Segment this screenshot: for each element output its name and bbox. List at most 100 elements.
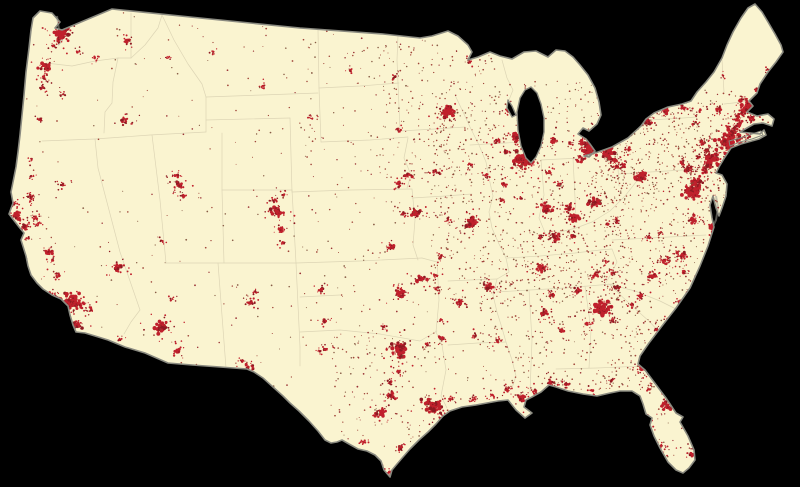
state-border-line	[421, 257, 438, 263]
urban-cluster-albany	[709, 103, 729, 117]
urban-cluster-bend	[59, 87, 67, 100]
urban-cluster-evansville	[537, 232, 546, 240]
urban-cluster-provo	[172, 191, 188, 201]
urban-cluster-raleigh	[668, 246, 689, 266]
urban-cluster-phoenix	[139, 313, 185, 342]
urban-cluster-fresno	[43, 246, 54, 257]
urban-cluster-austin	[379, 383, 399, 402]
urban-cluster-sioux-falls	[395, 124, 407, 133]
urban-cluster-madison	[485, 137, 505, 148]
urban-cluster-ogden	[171, 171, 183, 183]
urban-cluster-spokane	[123, 34, 133, 51]
long-island-coast	[728, 130, 764, 147]
urban-cluster-lubbock	[317, 317, 332, 328]
urban-cluster-binghamton	[691, 118, 700, 128]
state-border-line	[295, 262, 301, 348]
state-border-line	[291, 188, 413, 193]
state-border-line	[45, 57, 119, 67]
urban-cluster-amarillo	[313, 284, 329, 295]
urban-cluster-columbia-sc	[636, 291, 652, 301]
urban-cluster-midland	[320, 343, 335, 356]
urban-cluster-syracuse	[673, 99, 694, 119]
urban-cluster-columbus-ga	[583, 320, 595, 331]
state-border-line	[221, 189, 225, 264]
urban-cluster-bismarck	[345, 68, 353, 75]
urban-cluster-san-antonio	[369, 404, 392, 423]
urban-cluster-burlington-vt	[720, 70, 726, 80]
state-border-line	[528, 289, 533, 393]
urban-cluster-billings	[258, 78, 266, 90]
urban-cluster-yuma	[117, 335, 127, 342]
urban-cluster-tacoma	[46, 30, 65, 45]
urban-cluster-rapid-city	[306, 114, 319, 120]
urban-cluster-davenport	[481, 171, 491, 182]
urban-cluster-las-cruces	[237, 357, 246, 364]
state-border-line	[399, 126, 466, 132]
green-bay	[506, 99, 517, 118]
state-border-line	[289, 117, 293, 193]
urban-cluster-wichita	[379, 239, 396, 254]
urban-cluster-salem	[35, 70, 50, 82]
state-border-line	[94, 138, 141, 335]
urban-cluster-tallahassee	[606, 377, 616, 383]
state-border-line	[217, 262, 227, 369]
state-border-line	[151, 134, 167, 264]
urban-cluster-salinas	[24, 236, 33, 241]
urban-cluster-peoria	[500, 176, 508, 188]
urban-cluster-lafayette-la	[484, 389, 499, 403]
state-border-line	[611, 234, 707, 241]
urban-cluster-san-jose	[16, 211, 34, 236]
urban-cluster-jackson-ms	[489, 336, 508, 348]
state-border-line	[318, 82, 400, 89]
urban-cluster-visalia	[45, 255, 55, 266]
urban-cluster-montgomery	[557, 327, 566, 334]
urban-cluster-boise	[114, 113, 141, 127]
urban-areas-layer	[9, 4, 773, 477]
urban-cluster-roanoke	[641, 232, 653, 243]
urban-cluster-toledo	[562, 148, 587, 166]
urban-cluster-denver	[264, 202, 296, 225]
state-border-line	[205, 117, 291, 121]
state-border-line	[545, 176, 641, 236]
state-border-line	[299, 294, 341, 298]
state-border-line	[496, 283, 613, 293]
urban-cluster-oklahoma-city	[386, 272, 409, 304]
urban-cluster-fort-smith	[428, 285, 441, 295]
state-border-line	[396, 34, 399, 84]
urban-cluster-corpus-christi	[395, 443, 406, 453]
state-border-line	[604, 248, 618, 285]
urban-cluster-st-george	[158, 236, 168, 245]
state-border-line	[397, 82, 401, 131]
urban-cluster-st-louis	[453, 208, 480, 236]
urban-cluster-knoxville	[589, 264, 609, 281]
urban-cluster-yakima	[74, 46, 84, 55]
state-border-line	[317, 29, 320, 89]
state-border-line	[299, 329, 438, 342]
urban-cluster-champaign	[513, 191, 526, 200]
urban-cluster-modesto	[29, 220, 44, 227]
urban-cluster-des-moines	[427, 168, 443, 177]
urban-cluster-houston	[410, 387, 448, 426]
national-border-layer	[8, 3, 784, 478]
urban-cluster-stockton	[28, 210, 42, 224]
urban-cluster-providence	[742, 113, 763, 125]
urban-cluster-washington-dc	[662, 170, 715, 215]
state-border-line	[318, 87, 322, 143]
urban-cluster-tri-cities-wa	[91, 55, 100, 65]
state-border-line	[454, 94, 517, 389]
urban-cluster-missoula	[164, 55, 172, 60]
urban-cluster-trenton	[706, 149, 727, 162]
urban-cluster-fort-wayne	[552, 179, 564, 190]
state-border-line	[130, 14, 163, 59]
urban-cluster-fayetteville-nc	[676, 267, 690, 278]
state-border-line	[320, 136, 409, 143]
national-border	[8, 3, 784, 478]
urban-cluster-san-francisco-oakland	[9, 196, 29, 227]
urban-cluster-riverside	[68, 296, 98, 317]
state-border-line	[726, 116, 746, 120]
urban-cluster-richmond	[687, 212, 705, 225]
urban-cluster-bakersfield	[43, 268, 66, 281]
urban-cluster-little-rock	[450, 289, 468, 309]
urban-cluster-nashville	[525, 255, 549, 278]
